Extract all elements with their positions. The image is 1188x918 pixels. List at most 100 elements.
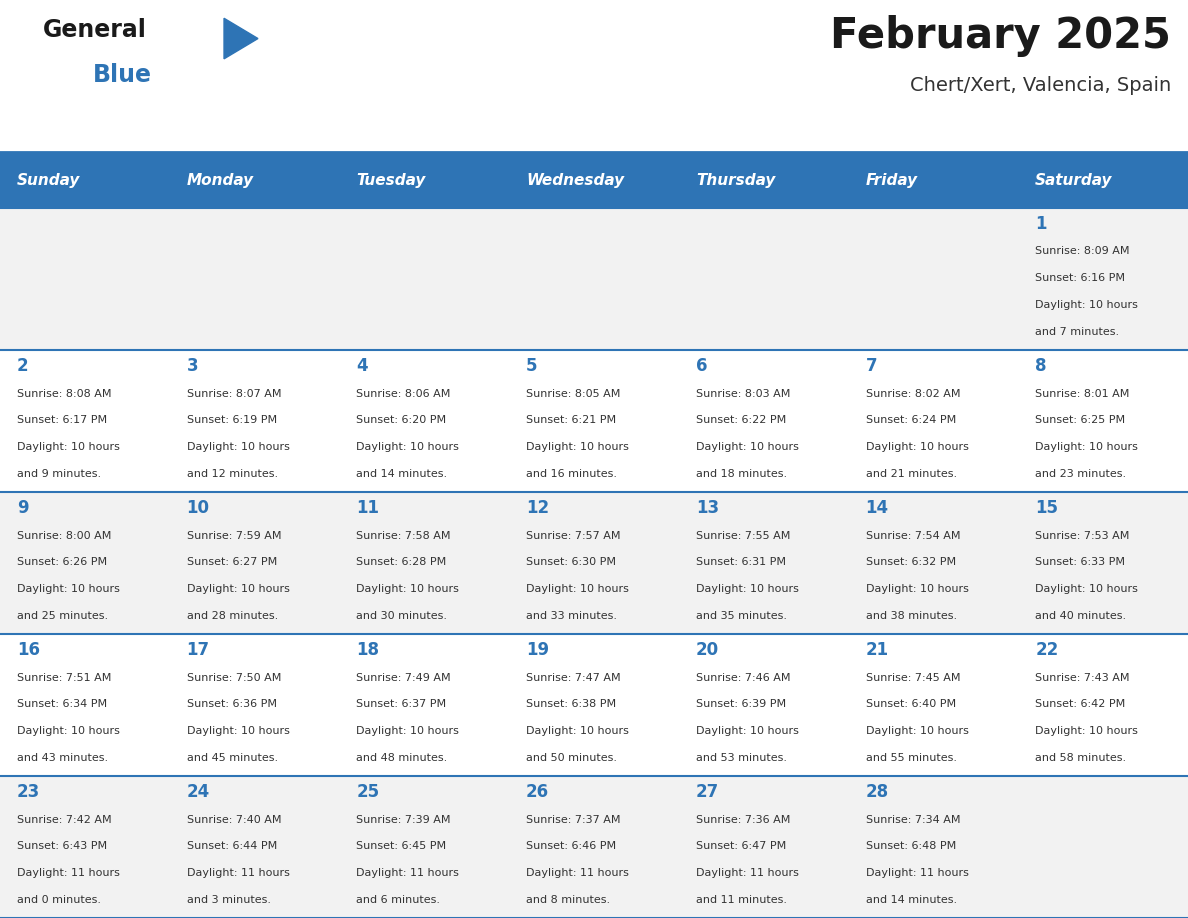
Text: Daylight: 11 hours: Daylight: 11 hours bbox=[866, 868, 968, 879]
Text: Sunset: 6:47 PM: Sunset: 6:47 PM bbox=[696, 842, 786, 851]
Text: Sunrise: 7:39 AM: Sunrise: 7:39 AM bbox=[356, 814, 451, 824]
Text: Wednesday: Wednesday bbox=[526, 173, 624, 187]
Text: Sunrise: 8:05 AM: Sunrise: 8:05 AM bbox=[526, 388, 620, 398]
Text: Daylight: 10 hours: Daylight: 10 hours bbox=[187, 584, 290, 594]
Bar bbox=[0, 776, 1188, 918]
Text: Tuesday: Tuesday bbox=[356, 173, 425, 187]
Text: 14: 14 bbox=[866, 499, 889, 517]
Text: Daylight: 11 hours: Daylight: 11 hours bbox=[17, 868, 120, 879]
Text: and 21 minutes.: and 21 minutes. bbox=[866, 469, 956, 479]
Text: Monday: Monday bbox=[187, 173, 254, 187]
Text: and 6 minutes.: and 6 minutes. bbox=[356, 895, 441, 905]
Bar bbox=[0, 634, 1188, 776]
Text: Daylight: 10 hours: Daylight: 10 hours bbox=[17, 726, 120, 736]
Text: Sunrise: 7:50 AM: Sunrise: 7:50 AM bbox=[187, 673, 282, 682]
Text: Sunrise: 7:55 AM: Sunrise: 7:55 AM bbox=[696, 531, 790, 541]
Text: Sunrise: 8:02 AM: Sunrise: 8:02 AM bbox=[866, 388, 960, 398]
Text: Sunrise: 7:49 AM: Sunrise: 7:49 AM bbox=[356, 673, 451, 682]
Text: 25: 25 bbox=[356, 783, 379, 801]
Text: 22: 22 bbox=[1035, 641, 1059, 659]
Text: and 7 minutes.: and 7 minutes. bbox=[1035, 327, 1119, 337]
Text: Sunset: 6:33 PM: Sunset: 6:33 PM bbox=[1035, 557, 1125, 567]
Text: 20: 20 bbox=[696, 641, 719, 659]
Text: 13: 13 bbox=[696, 499, 719, 517]
Text: Sunset: 6:30 PM: Sunset: 6:30 PM bbox=[526, 557, 617, 567]
Text: Daylight: 10 hours: Daylight: 10 hours bbox=[526, 726, 628, 736]
Text: Sunrise: 7:40 AM: Sunrise: 7:40 AM bbox=[187, 814, 282, 824]
Text: Sunrise: 8:03 AM: Sunrise: 8:03 AM bbox=[696, 388, 790, 398]
Text: 18: 18 bbox=[356, 641, 379, 659]
Text: Saturday: Saturday bbox=[1035, 173, 1113, 187]
Text: and 8 minutes.: and 8 minutes. bbox=[526, 895, 611, 905]
Text: Daylight: 10 hours: Daylight: 10 hours bbox=[696, 442, 798, 453]
Text: February 2025: February 2025 bbox=[830, 16, 1171, 57]
Text: and 14 minutes.: and 14 minutes. bbox=[866, 895, 956, 905]
Text: 24: 24 bbox=[187, 783, 210, 801]
Text: Chert/Xert, Valencia, Spain: Chert/Xert, Valencia, Spain bbox=[910, 76, 1171, 95]
Text: Sunset: 6:24 PM: Sunset: 6:24 PM bbox=[866, 415, 956, 425]
Text: Sunrise: 8:06 AM: Sunrise: 8:06 AM bbox=[356, 388, 450, 398]
Text: and 16 minutes.: and 16 minutes. bbox=[526, 469, 617, 479]
Text: Sunset: 6:22 PM: Sunset: 6:22 PM bbox=[696, 415, 786, 425]
Bar bbox=[0, 208, 1188, 350]
Text: and 45 minutes.: and 45 minutes. bbox=[187, 753, 278, 763]
Text: Daylight: 10 hours: Daylight: 10 hours bbox=[187, 442, 290, 453]
Text: Sunset: 6:32 PM: Sunset: 6:32 PM bbox=[866, 557, 955, 567]
Text: 17: 17 bbox=[187, 641, 210, 659]
Text: Sunrise: 8:01 AM: Sunrise: 8:01 AM bbox=[1035, 388, 1130, 398]
Text: and 9 minutes.: and 9 minutes. bbox=[17, 469, 101, 479]
Text: and 33 minutes.: and 33 minutes. bbox=[526, 611, 617, 621]
Text: 10: 10 bbox=[187, 499, 210, 517]
Text: Sunrise: 8:00 AM: Sunrise: 8:00 AM bbox=[17, 531, 112, 541]
Text: 5: 5 bbox=[526, 357, 538, 375]
Text: Sunset: 6:20 PM: Sunset: 6:20 PM bbox=[356, 415, 447, 425]
Text: Sunset: 6:16 PM: Sunset: 6:16 PM bbox=[1035, 274, 1125, 284]
Text: Sunrise: 7:34 AM: Sunrise: 7:34 AM bbox=[866, 814, 960, 824]
Text: Daylight: 10 hours: Daylight: 10 hours bbox=[866, 726, 968, 736]
Text: Sunset: 6:27 PM: Sunset: 6:27 PM bbox=[187, 557, 277, 567]
Text: 19: 19 bbox=[526, 641, 549, 659]
Text: and 55 minutes.: and 55 minutes. bbox=[866, 753, 956, 763]
Text: Sunrise: 7:43 AM: Sunrise: 7:43 AM bbox=[1035, 673, 1130, 682]
Bar bbox=[0, 350, 1188, 492]
Text: Daylight: 10 hours: Daylight: 10 hours bbox=[17, 584, 120, 594]
Text: Sunrise: 8:07 AM: Sunrise: 8:07 AM bbox=[187, 388, 282, 398]
Text: Sunrise: 7:36 AM: Sunrise: 7:36 AM bbox=[696, 814, 790, 824]
Text: and 0 minutes.: and 0 minutes. bbox=[17, 895, 101, 905]
Text: 7: 7 bbox=[866, 357, 877, 375]
Text: Daylight: 11 hours: Daylight: 11 hours bbox=[187, 868, 290, 879]
Text: Daylight: 10 hours: Daylight: 10 hours bbox=[356, 442, 460, 453]
Text: Daylight: 11 hours: Daylight: 11 hours bbox=[526, 868, 628, 879]
Text: Sunday: Sunday bbox=[17, 173, 81, 187]
Text: Friday: Friday bbox=[866, 173, 917, 187]
Text: and 14 minutes.: and 14 minutes. bbox=[356, 469, 448, 479]
Text: Sunrise: 8:09 AM: Sunrise: 8:09 AM bbox=[1035, 247, 1130, 256]
Text: Thursday: Thursday bbox=[696, 173, 776, 187]
Text: 2: 2 bbox=[17, 357, 29, 375]
Text: and 25 minutes.: and 25 minutes. bbox=[17, 611, 108, 621]
Text: Sunset: 6:21 PM: Sunset: 6:21 PM bbox=[526, 415, 617, 425]
Text: 3: 3 bbox=[187, 357, 198, 375]
Text: and 30 minutes.: and 30 minutes. bbox=[356, 611, 448, 621]
Text: Sunrise: 7:46 AM: Sunrise: 7:46 AM bbox=[696, 673, 790, 682]
Text: Blue: Blue bbox=[94, 63, 152, 87]
Text: Sunset: 6:36 PM: Sunset: 6:36 PM bbox=[187, 700, 277, 710]
Text: Daylight: 10 hours: Daylight: 10 hours bbox=[1035, 584, 1138, 594]
Text: Daylight: 10 hours: Daylight: 10 hours bbox=[356, 584, 460, 594]
Text: 15: 15 bbox=[1035, 499, 1059, 517]
Text: Sunset: 6:43 PM: Sunset: 6:43 PM bbox=[17, 842, 107, 851]
Text: and 43 minutes.: and 43 minutes. bbox=[17, 753, 108, 763]
Text: Sunset: 6:40 PM: Sunset: 6:40 PM bbox=[866, 700, 955, 710]
Text: Sunset: 6:17 PM: Sunset: 6:17 PM bbox=[17, 415, 107, 425]
Text: Sunset: 6:31 PM: Sunset: 6:31 PM bbox=[696, 557, 785, 567]
Text: Sunset: 6:38 PM: Sunset: 6:38 PM bbox=[526, 700, 617, 710]
Text: Sunrise: 7:54 AM: Sunrise: 7:54 AM bbox=[866, 531, 960, 541]
Text: Daylight: 10 hours: Daylight: 10 hours bbox=[187, 726, 290, 736]
Text: 12: 12 bbox=[526, 499, 549, 517]
Text: 11: 11 bbox=[356, 499, 379, 517]
Text: Sunset: 6:44 PM: Sunset: 6:44 PM bbox=[187, 842, 277, 851]
Text: and 48 minutes.: and 48 minutes. bbox=[356, 753, 448, 763]
Text: 6: 6 bbox=[696, 357, 707, 375]
Text: Sunrise: 8:08 AM: Sunrise: 8:08 AM bbox=[17, 388, 112, 398]
Text: 1: 1 bbox=[1035, 215, 1047, 233]
